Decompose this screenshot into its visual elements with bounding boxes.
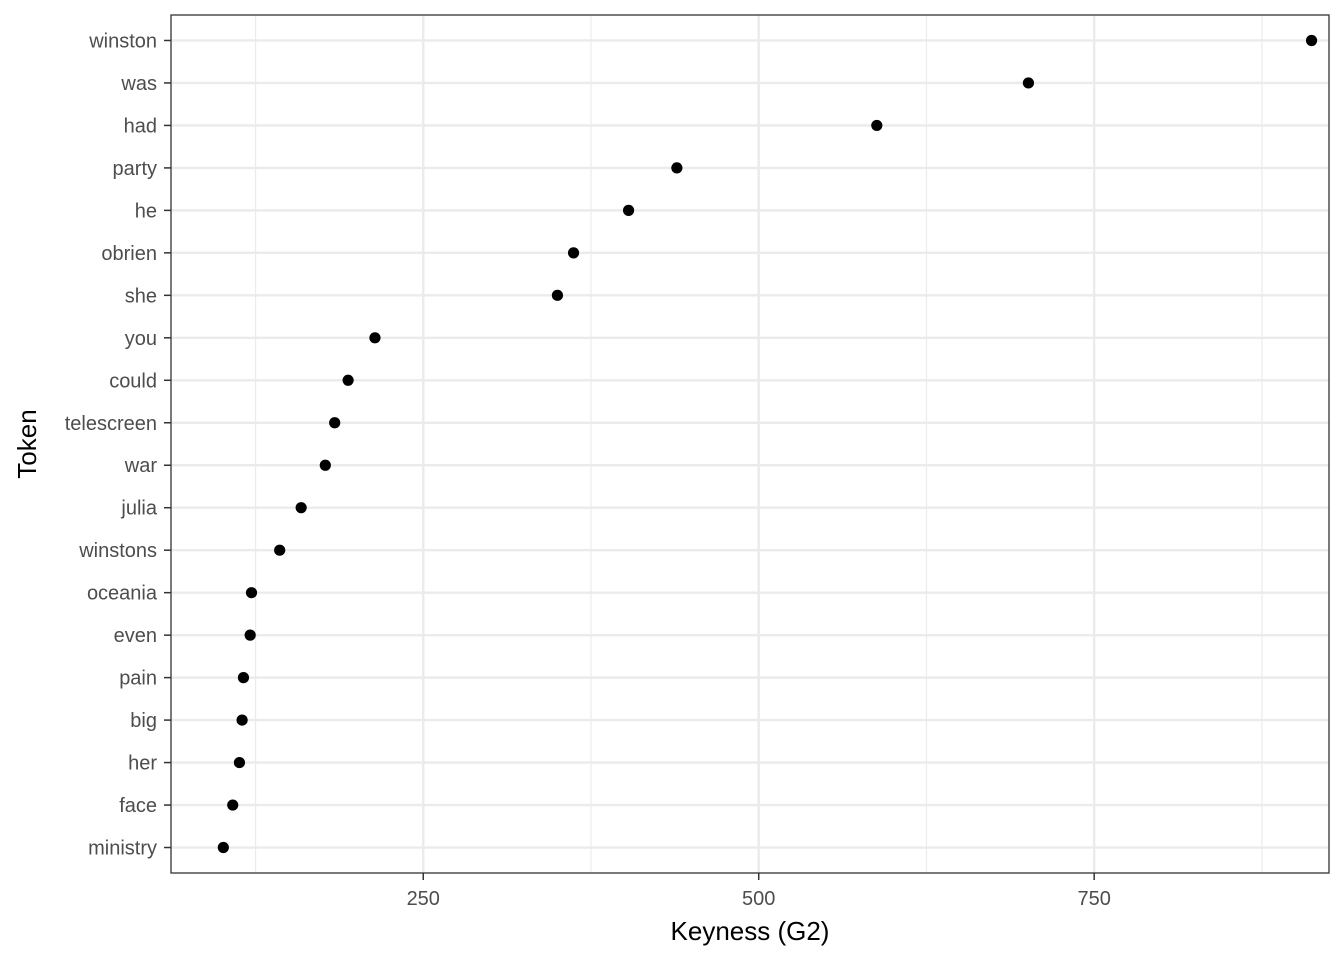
x-axis: 250 500 750 [407, 873, 1111, 910]
y-tick-label: her [128, 753, 157, 775]
panel-border [170, 14, 1330, 874]
y-tick-label: ministry [88, 838, 157, 860]
grid-lines [171, 15, 1329, 873]
data-point [274, 544, 286, 556]
data-point [236, 714, 248, 726]
y-tick-label: winstons [78, 540, 157, 562]
y-tick-label: she [125, 285, 157, 307]
y-tick-label: you [125, 328, 157, 350]
x-tick-label: 750 [1077, 888, 1110, 910]
data-point [217, 841, 229, 854]
x-axis-title: Keyness (G2) [671, 916, 830, 946]
y-tick-label: telescreen [65, 413, 157, 435]
data-point [237, 672, 250, 684]
y-axis: winston was had party he obrien she you could tel… [65, 30, 171, 860]
y-tick-label: big [130, 710, 157, 732]
data-point [227, 799, 239, 811]
y-tick-label: oceania [87, 583, 158, 605]
y-tick-label: was [120, 73, 157, 95]
data-point [871, 119, 883, 132]
y-tick-label: winston [88, 30, 157, 52]
data-point [329, 417, 341, 429]
data-point [342, 374, 354, 386]
data-point [244, 629, 256, 641]
y-tick-label: could [109, 370, 157, 392]
data-point [1022, 77, 1035, 89]
data-point [567, 247, 580, 259]
data-point [245, 587, 258, 599]
y-tick-label: obrien [101, 243, 157, 265]
y-tick-label: had [124, 115, 157, 137]
x-tick-label: 250 [407, 888, 440, 910]
y-tick-label: party [113, 158, 157, 180]
data-point [1305, 34, 1318, 47]
data-point [319, 459, 331, 471]
y-axis-title: Token [12, 409, 42, 478]
data-point [369, 332, 381, 344]
data-point [295, 502, 307, 514]
data-point [233, 756, 246, 769]
data-points [217, 34, 1318, 854]
x-tick-label: 500 [742, 888, 775, 910]
data-point [551, 289, 564, 301]
y-tick-label: even [114, 625, 157, 647]
y-tick-label: pain [119, 668, 157, 690]
data-point [671, 162, 683, 174]
y-tick-label: julia [120, 498, 157, 520]
y-tick-label: face [119, 795, 157, 817]
y-tick-label: he [135, 200, 157, 222]
data-point [622, 204, 635, 216]
y-tick-label: war [124, 455, 158, 477]
